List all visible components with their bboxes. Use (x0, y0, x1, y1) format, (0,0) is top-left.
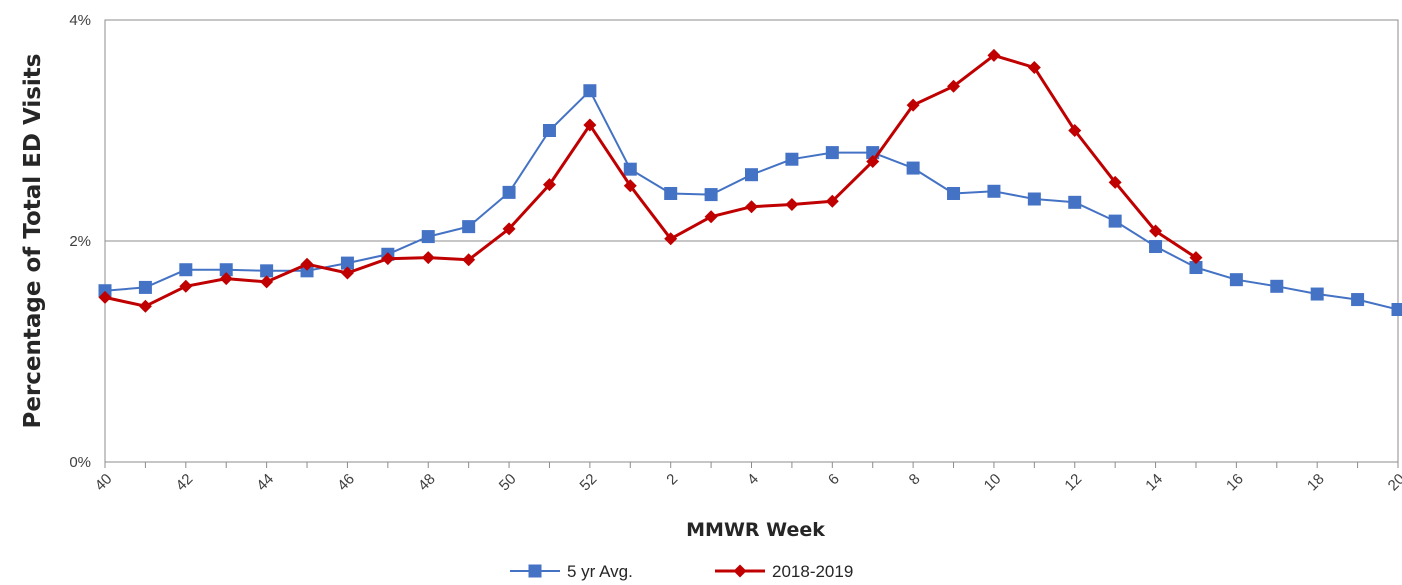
data-point-square (623, 162, 637, 176)
data-point-square (987, 184, 1001, 198)
data-point-square (906, 161, 920, 175)
x-tick-label: 42 (173, 471, 197, 495)
x-tick-label: 50 (496, 471, 520, 495)
legend-entry: 5 yr Avg. (510, 562, 633, 581)
data-point-diamond (583, 118, 597, 132)
data-point-diamond (502, 222, 516, 236)
legend-label: 5 yr Avg. (567, 562, 633, 581)
data-point-diamond (733, 564, 747, 578)
x-tick-label: 8 (906, 471, 924, 489)
x-axis-ticks (104, 462, 1399, 468)
data-point-square (421, 230, 435, 244)
data-point-square (745, 168, 758, 182)
data-point-diamond (947, 79, 961, 93)
data-point-square (825, 146, 839, 160)
x-tick-label: 10 (981, 471, 1005, 495)
data-point-diamond (219, 272, 233, 286)
data-point-diamond (745, 200, 758, 214)
legend-label: 2018-2019 (772, 562, 853, 581)
data-point-diamond (1149, 224, 1163, 238)
x-tick-label: 4 (744, 471, 762, 489)
data-point-square (219, 263, 233, 277)
legend: 5 yr Avg. 2018-2019 (510, 562, 853, 581)
data-point-square (462, 220, 476, 234)
data-point-diamond (704, 210, 718, 224)
x-axis-tick-labels: 40 42 44 46 48 50 52 2 4 6 8 10 12 14 16 18 20 (92, 471, 1402, 495)
x-tick-label: 16 (1223, 471, 1247, 495)
y-tick-label: 4% (69, 12, 91, 29)
y-tick-label: 0% (69, 454, 91, 471)
x-tick-label: 20 (1385, 471, 1402, 495)
data-point-square (1027, 192, 1041, 206)
data-point-square (704, 188, 718, 202)
series-five-year-average (98, 84, 1402, 317)
data-point-diamond (906, 98, 920, 112)
x-tick-label: 18 (1304, 471, 1328, 495)
data-point-square (583, 84, 597, 98)
data-point-square (1108, 214, 1122, 228)
data-point-square (138, 280, 152, 294)
data-point-square (664, 186, 678, 200)
data-point-diamond (1027, 61, 1041, 75)
data-point-diamond (664, 232, 678, 246)
data-point-square (1149, 240, 1163, 254)
data-point-square (1229, 273, 1243, 287)
data-point-square (1310, 287, 1324, 301)
series-line (104, 89, 1399, 311)
data-point-square (340, 256, 354, 270)
data-point-diamond (138, 299, 152, 313)
x-tick-label: 6 (825, 471, 843, 489)
y-axis-title: Percentage of Total ED Visits (20, 54, 46, 429)
data-point-square (785, 152, 799, 166)
data-point-diamond (542, 178, 556, 192)
data-point-diamond (260, 275, 274, 289)
data-point-square (528, 564, 542, 578)
data-point-diamond (987, 48, 1001, 62)
x-tick-label: 44 (253, 471, 277, 495)
data-point-square (502, 185, 516, 199)
data-point-diamond (1068, 124, 1082, 137)
x-tick-label: 12 (1061, 471, 1085, 495)
data-point-square (1068, 195, 1082, 209)
data-point-diamond (825, 194, 839, 208)
x-axis-title: MMWR Week (686, 519, 825, 541)
data-point-diamond (866, 154, 880, 168)
y-axis-tick-labels: 0% 2% 4% (69, 12, 91, 471)
data-point-diamond (300, 257, 314, 271)
x-tick-label: 14 (1142, 471, 1166, 495)
data-point-diamond (623, 179, 637, 193)
data-point-square (300, 264, 314, 278)
x-tick-label: 48 (415, 471, 439, 495)
data-point-square (98, 284, 112, 298)
data-point-diamond (462, 253, 476, 267)
data-point-square (1270, 279, 1284, 293)
data-point-diamond (381, 252, 395, 266)
y-tick-label: 2% (69, 233, 91, 250)
x-tick-label: 52 (577, 471, 601, 495)
x-tick-label: 2 (663, 471, 681, 489)
gridlines (105, 19, 1398, 463)
x-tick-label: 40 (92, 471, 116, 495)
data-point-diamond (1108, 175, 1122, 189)
x-tick-label: 46 (334, 471, 358, 495)
data-point-diamond (1189, 251, 1203, 265)
data-point-diamond (340, 266, 354, 280)
series-season-2018-2019 (98, 48, 1203, 313)
data-point-square (1391, 303, 1402, 317)
legend-entry: 2018-2019 (715, 562, 853, 581)
data-point-square (947, 186, 961, 200)
series-layer (98, 48, 1402, 317)
data-point-square (179, 263, 193, 277)
data-point-square (1351, 293, 1365, 307)
data-point-diamond (421, 251, 435, 265)
data-point-square (542, 124, 556, 137)
data-point-square (260, 264, 274, 278)
series-line (104, 53, 1197, 308)
data-point-diamond (98, 290, 112, 304)
data-point-diamond (179, 279, 193, 293)
data-point-diamond (785, 198, 799, 212)
data-point-square (1189, 261, 1203, 275)
